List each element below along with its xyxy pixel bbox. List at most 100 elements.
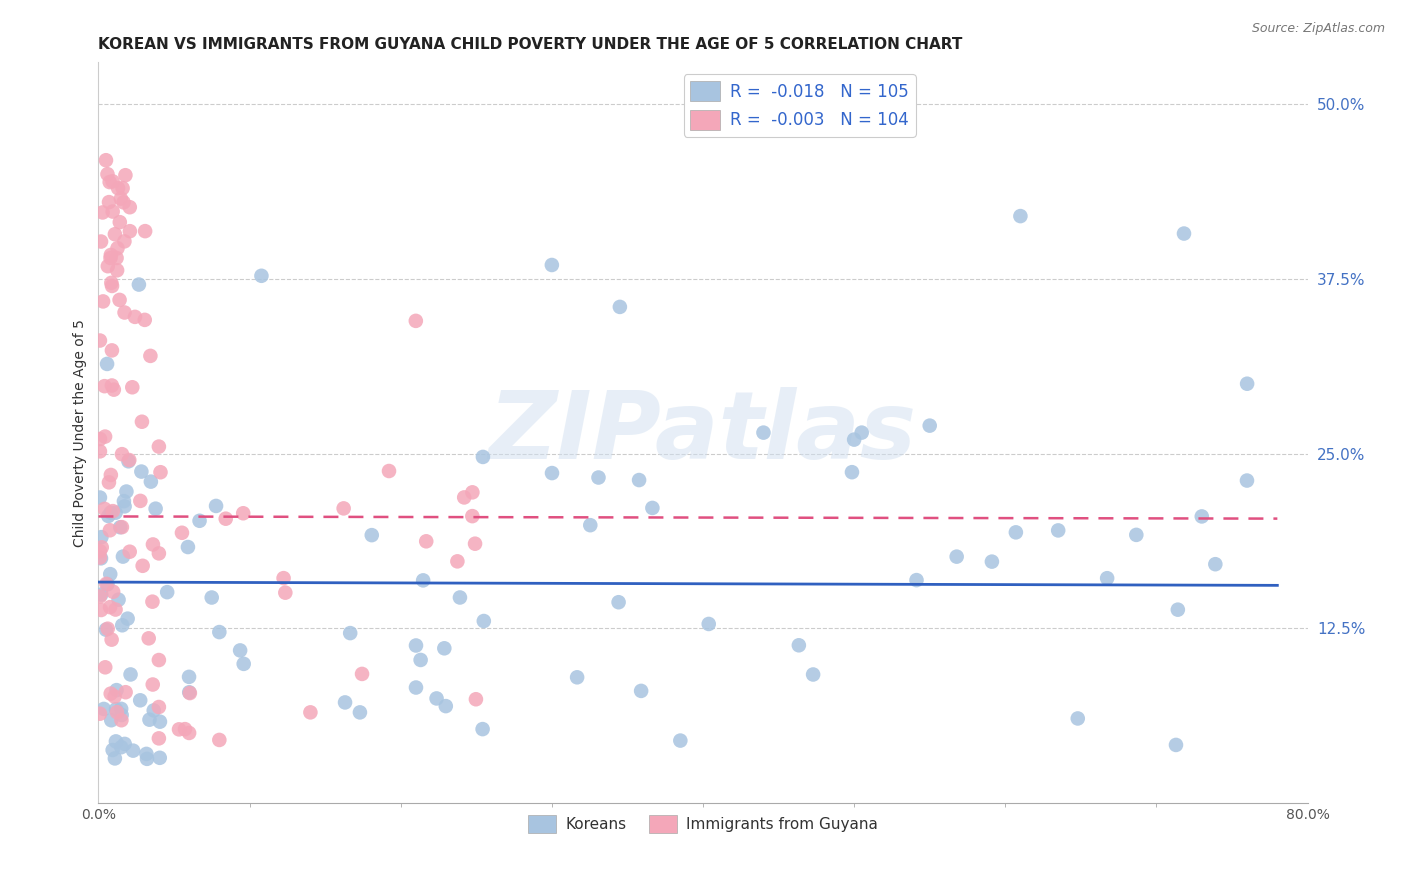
Point xyxy=(1005,525,1028,540)
Point xyxy=(412,574,434,588)
Point xyxy=(131,415,153,429)
Point xyxy=(101,378,124,392)
Point xyxy=(100,248,122,262)
Point xyxy=(134,224,156,238)
Point xyxy=(1067,711,1090,725)
Point xyxy=(208,625,231,640)
Point xyxy=(98,567,121,582)
Point xyxy=(89,706,111,721)
Point xyxy=(787,638,810,652)
Point xyxy=(100,467,122,482)
Point xyxy=(851,425,873,440)
Point xyxy=(111,181,134,195)
Point xyxy=(461,485,484,500)
Point xyxy=(89,444,111,458)
Point xyxy=(1236,376,1258,391)
Point xyxy=(333,695,356,709)
Point xyxy=(89,432,111,446)
Point xyxy=(97,259,120,273)
Point xyxy=(142,703,165,717)
Point xyxy=(148,731,170,746)
Point xyxy=(93,502,115,516)
Point xyxy=(105,251,128,265)
Point xyxy=(104,690,127,704)
Point xyxy=(118,224,141,238)
Point xyxy=(1236,474,1258,488)
Point xyxy=(105,263,128,277)
Point xyxy=(104,227,127,242)
Point xyxy=(145,501,167,516)
Point xyxy=(100,506,122,520)
Point xyxy=(179,686,201,700)
Point xyxy=(588,470,610,484)
Point xyxy=(697,617,720,632)
Point xyxy=(93,379,115,393)
Point xyxy=(841,465,863,479)
Point xyxy=(96,167,118,181)
Point xyxy=(449,591,471,605)
Point xyxy=(114,168,136,182)
Point xyxy=(104,734,127,748)
Point xyxy=(111,708,134,723)
Point xyxy=(1191,509,1213,524)
Point xyxy=(801,667,824,681)
Point xyxy=(112,195,135,210)
Point xyxy=(139,475,162,489)
Point xyxy=(177,670,200,684)
Point xyxy=(94,623,117,637)
Point xyxy=(131,465,153,479)
Point xyxy=(111,618,134,632)
Point xyxy=(124,310,146,324)
Point xyxy=(232,657,254,671)
Point xyxy=(89,544,111,558)
Point xyxy=(89,550,111,565)
Point xyxy=(1167,602,1189,616)
Point xyxy=(142,537,165,551)
Point xyxy=(114,685,136,699)
Point xyxy=(1164,738,1187,752)
Point xyxy=(97,508,120,523)
Point xyxy=(1095,571,1118,585)
Point xyxy=(101,584,124,599)
Point xyxy=(135,747,157,761)
Point xyxy=(114,737,136,751)
Point xyxy=(97,475,120,490)
Point xyxy=(104,602,127,616)
Point xyxy=(101,343,124,358)
Point xyxy=(156,585,179,599)
Point xyxy=(110,740,132,755)
Point xyxy=(378,464,401,478)
Point xyxy=(177,540,200,554)
Point xyxy=(273,571,295,585)
Point xyxy=(426,691,449,706)
Point xyxy=(107,241,129,255)
Point xyxy=(149,751,172,765)
Point xyxy=(170,525,193,540)
Point xyxy=(117,612,139,626)
Point xyxy=(752,425,775,440)
Point xyxy=(112,235,135,249)
Point xyxy=(405,681,427,695)
Point xyxy=(118,453,141,467)
Point xyxy=(179,685,201,699)
Point xyxy=(918,418,941,433)
Point xyxy=(98,523,121,537)
Point xyxy=(945,549,967,564)
Point xyxy=(142,677,165,691)
Point xyxy=(114,500,136,514)
Point xyxy=(349,706,371,720)
Point xyxy=(579,518,602,533)
Point xyxy=(138,632,160,646)
Point xyxy=(274,585,297,599)
Point xyxy=(148,653,170,667)
Point xyxy=(105,705,128,719)
Point xyxy=(128,277,150,292)
Point xyxy=(107,181,129,195)
Point xyxy=(1173,227,1195,241)
Point xyxy=(96,577,118,591)
Point xyxy=(101,504,124,518)
Point xyxy=(89,491,111,505)
Point xyxy=(108,293,131,307)
Point xyxy=(339,626,361,640)
Y-axis label: Child Poverty Under the Age of 5: Child Poverty Under the Age of 5 xyxy=(73,318,87,547)
